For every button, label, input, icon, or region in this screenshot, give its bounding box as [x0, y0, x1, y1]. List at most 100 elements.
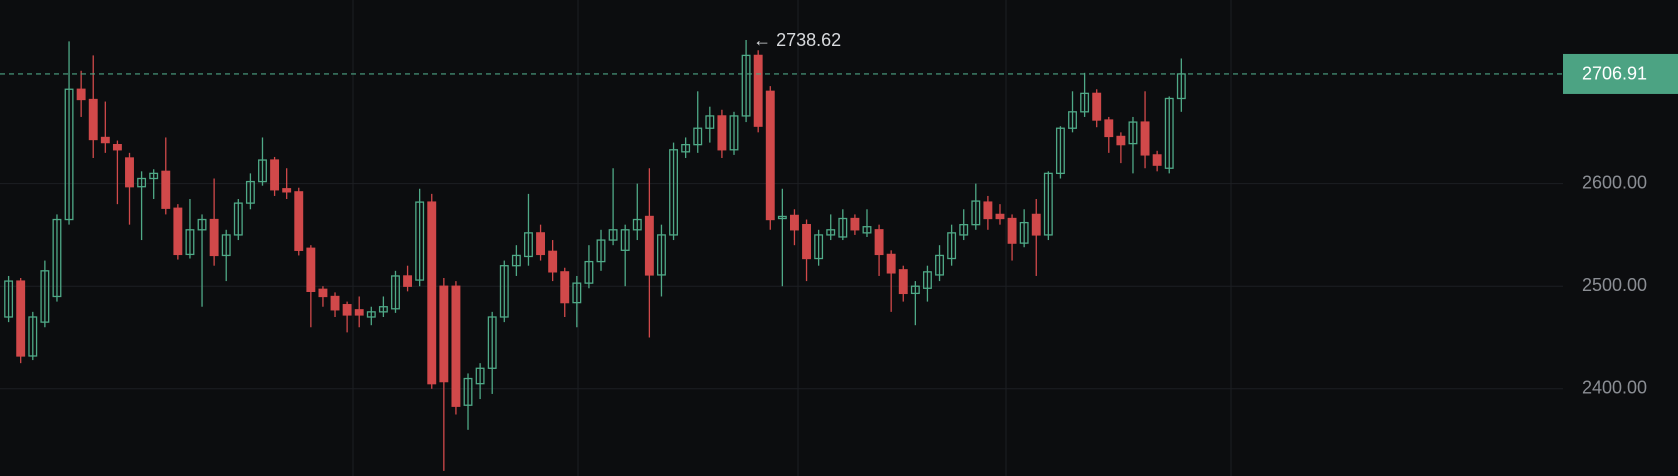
candle-body [850, 217, 860, 231]
candle-body [572, 282, 582, 304]
candle-body [149, 172, 159, 180]
candle-body [209, 218, 219, 257]
last-price-box [1563, 53, 1678, 94]
candle-body [765, 90, 775, 221]
candle-body [1164, 97, 1174, 169]
candle-body [1068, 111, 1077, 129]
high-marker-label: ← 2738.62 [753, 30, 841, 50]
candle-body [596, 239, 606, 263]
candle-body [874, 229, 884, 256]
candle-body [995, 213, 1005, 220]
candle-body [608, 229, 618, 241]
candle-body [185, 229, 195, 256]
candle-body [548, 250, 558, 273]
candle-body [802, 224, 811, 260]
candle-body [1140, 121, 1150, 156]
candle-body [729, 115, 739, 151]
candle-body [1116, 135, 1126, 146]
candle-body [1128, 121, 1138, 145]
candle-body [681, 143, 691, 153]
candle-body [282, 188, 292, 193]
candle-body [1104, 119, 1114, 138]
candle-body [161, 170, 171, 209]
candle-body [935, 254, 944, 276]
candle-body [475, 367, 485, 385]
candle-body [983, 201, 993, 220]
candle-body [777, 215, 787, 220]
candle-body [76, 88, 86, 101]
candle-body [1007, 217, 1017, 244]
candle-body [403, 275, 413, 287]
candle-body [959, 224, 969, 236]
candle-body [366, 311, 376, 318]
candle-body [1019, 221, 1029, 244]
candle-body [753, 54, 763, 127]
candle-body [52, 218, 62, 298]
candle-body [451, 285, 461, 407]
candle-body [511, 254, 521, 267]
candle-body [1043, 172, 1053, 236]
candle-body [294, 191, 304, 251]
candle-body [1031, 213, 1041, 236]
candle-body [560, 271, 570, 304]
candle-body [258, 159, 267, 183]
candle-body [463, 377, 473, 406]
candle-body [1092, 92, 1102, 121]
candle-body [342, 304, 352, 316]
candle-body [306, 247, 316, 292]
candle-body [245, 180, 255, 204]
candle-body [318, 288, 328, 298]
candle-body [644, 215, 654, 276]
last-price-label: 2706.91 [1582, 64, 1647, 84]
candle-body [705, 115, 715, 129]
y-tick-label: 2400.00 [1582, 378, 1647, 398]
candle-body [971, 200, 981, 226]
candle-body [100, 136, 110, 144]
candle-body [16, 280, 26, 357]
candle-body [838, 217, 848, 238]
candle-body [439, 285, 449, 383]
candle-body [391, 275, 400, 310]
candle-body [487, 316, 497, 369]
candle-body [378, 306, 388, 313]
candle-body [499, 265, 509, 318]
candle-body [125, 157, 134, 188]
candle-body [40, 270, 50, 323]
candle-body [898, 269, 908, 295]
y-tick-label: 2600.00 [1582, 172, 1647, 192]
candle-body [741, 54, 751, 117]
candle-body [814, 234, 824, 260]
candle-body [632, 218, 642, 231]
candle-body [4, 280, 14, 318]
time-grid [352, 0, 1232, 476]
candle-body [173, 207, 183, 256]
candle-body [221, 234, 231, 257]
candle-body [584, 260, 594, 284]
candle-body [197, 218, 207, 231]
candle-body [88, 98, 98, 141]
candle-body [427, 201, 437, 385]
candle-body [657, 234, 666, 276]
candle-body [270, 159, 280, 191]
candle-body [1152, 154, 1162, 166]
candle-body [64, 88, 74, 221]
candle-body [910, 285, 920, 295]
candle-body [1055, 127, 1065, 175]
candle-body [1080, 92, 1090, 113]
candle-body [536, 232, 546, 256]
candle-body [826, 229, 836, 236]
candle-body [415, 201, 425, 281]
candle-body [922, 271, 932, 289]
candle-body [524, 232, 533, 258]
candle-body [233, 202, 243, 236]
candle-body [862, 226, 872, 234]
y-tick-label: 2500.00 [1582, 275, 1647, 295]
candle-body [790, 214, 799, 231]
candle-body [669, 149, 678, 236]
candle-body [330, 295, 340, 311]
candle-body [620, 229, 630, 251]
candle-body [717, 115, 727, 151]
candle-body [886, 253, 896, 274]
